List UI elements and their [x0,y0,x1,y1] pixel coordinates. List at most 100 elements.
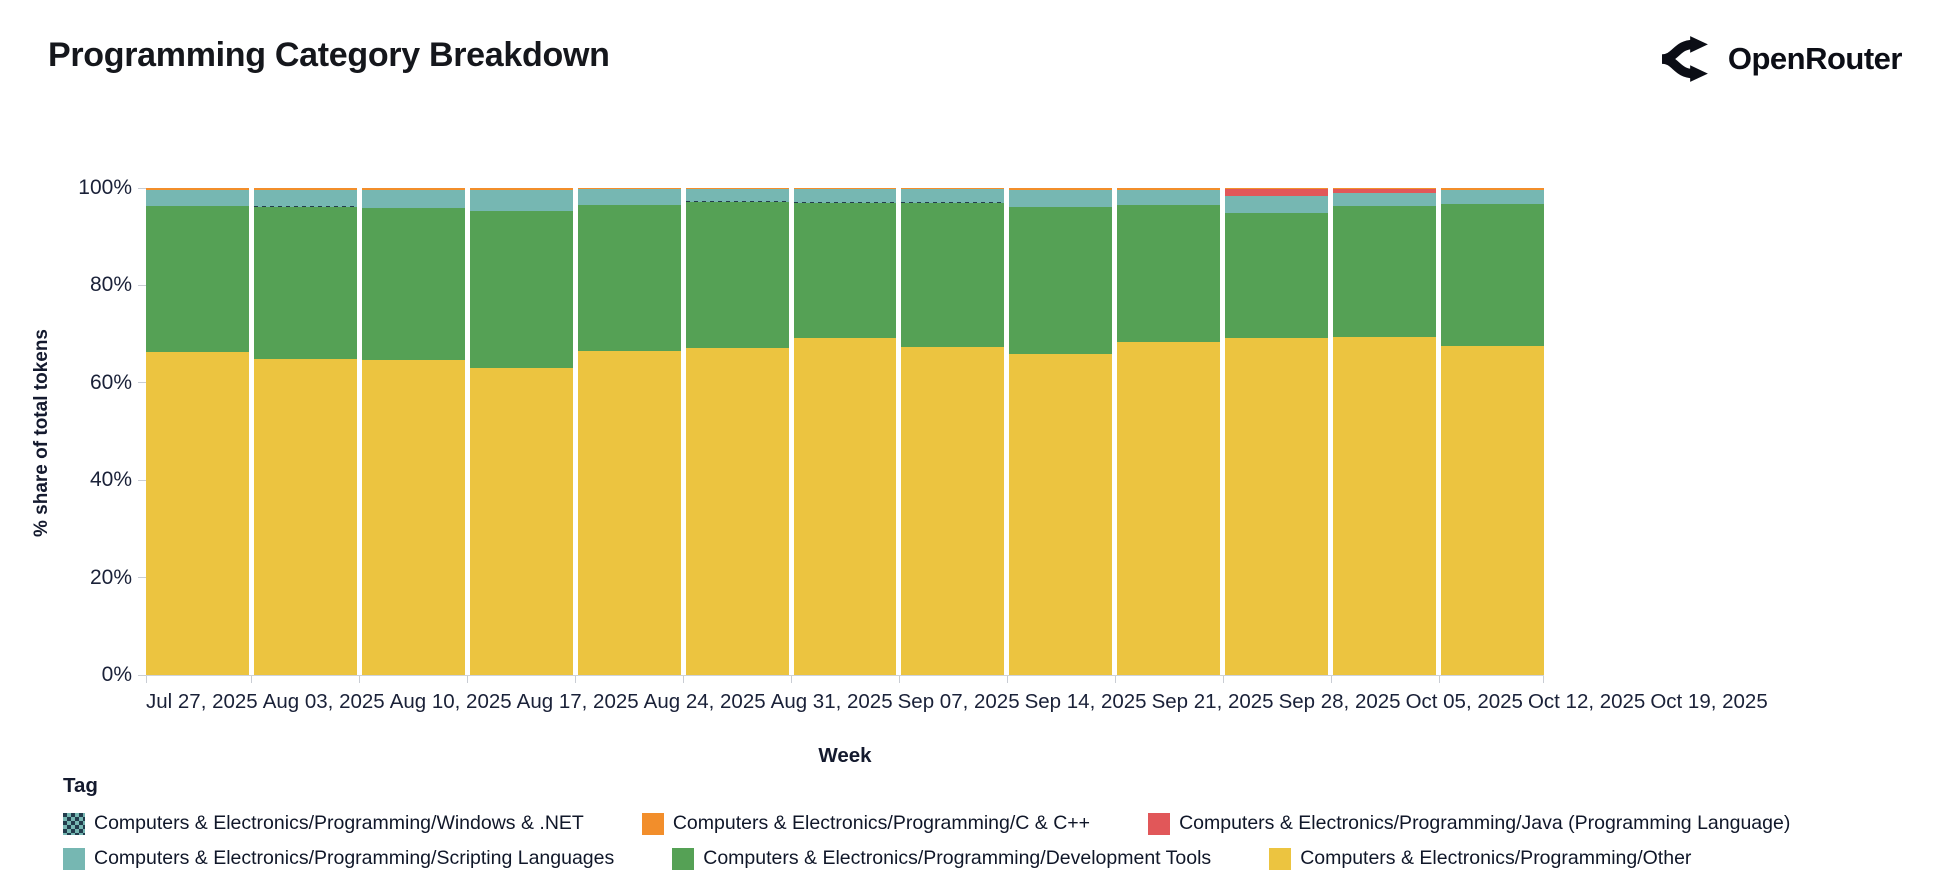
x-tick-label: Oct 12, 2025 [1527,690,1646,713]
bar-segment-development-tools[interactable] [1009,207,1113,354]
bar-Jul 27, 2025[interactable] [146,188,249,675]
legend-swatch-java [1148,812,1171,835]
bar-Sep 14, 2025[interactable] [901,188,1005,675]
bar-segment-other[interactable] [901,346,1005,675]
bar-Aug 24, 2025[interactable] [577,188,681,675]
bar-segment-scripting-languages[interactable] [685,189,789,202]
x-axis: Jul 27, 2025 Aug 03, 2025 Aug 10, 2025 Aug … [146,690,1768,714]
bar-Oct 05, 2025[interactable] [1225,188,1329,675]
bar-Sep 28, 2025[interactable] [1117,188,1221,675]
bar-Aug 31, 2025[interactable] [685,188,789,675]
y-tick-mark [138,674,146,676]
bar-segment-other[interactable] [146,351,249,675]
bar-segment-scripting-languages[interactable] [469,189,573,211]
x-tick-label: Sep 28, 2025 [1278,690,1401,713]
x-tick-mark [683,676,685,683]
y-tick-mark [138,577,146,579]
bar-segment-scripting-languages[interactable] [253,189,357,207]
bar-segment-other[interactable] [577,350,681,675]
x-tick-mark [1006,676,1008,683]
y-tick-label: 40% [89,468,132,492]
y-tick: 20% [90,566,146,590]
x-tick-mark [575,676,577,683]
bar-segment-other[interactable] [1441,346,1544,675]
bar-segment-scripting-languages[interactable] [146,189,249,206]
legend-title: Tag [63,774,98,797]
bar-segment-other[interactable] [1117,341,1221,675]
x-tick-label: Aug 03, 2025 [262,690,385,713]
bar-segment-c-cpp[interactable] [1009,188,1113,190]
bar-segment-c-cpp[interactable] [253,188,357,190]
bar-segment-other[interactable] [1009,353,1113,675]
bar-Oct 12, 2025[interactable] [1333,188,1437,675]
bar-Aug 03, 2025[interactable] [253,188,357,675]
bar-segment-development-tools[interactable] [793,202,897,339]
x-tick-label: Aug 17, 2025 [516,690,639,713]
bar-segment-c-cpp[interactable] [1333,188,1437,190]
legend-label: Computers & Electronics/Programming/Java… [1179,812,1791,834]
bar-segment-c-cpp[interactable] [1117,188,1221,190]
legend-label: Computers & Electronics/Programming/Othe… [1300,847,1692,869]
bar-Aug 10, 2025[interactable] [361,188,465,675]
bar-segment-scripting-languages[interactable] [901,189,1005,203]
bar-segment-scripting-languages[interactable] [1441,189,1544,204]
bar-segment-c-cpp[interactable] [469,188,573,190]
bar-segment-other[interactable] [253,358,357,675]
bar-segment-scripting-languages[interactable] [1009,189,1113,208]
x-tick-mark [467,676,469,683]
bar-segment-development-tools[interactable] [469,211,573,368]
bar-segment-other[interactable] [1333,337,1437,675]
y-tick: 0% [102,663,146,687]
bar-segment-c-cpp[interactable] [685,188,789,190]
bar-segment-other[interactable] [361,360,465,675]
legend-item-scripting-languages: Computers & Electronics/Programming/Scri… [63,847,614,870]
legend-swatch-development-tools [672,847,695,870]
bar-segment-scripting-languages[interactable] [577,189,681,205]
legend: Tag Computers & Electronics/Programming/… [63,774,1790,882]
bar-segment-c-cpp[interactable] [361,188,465,190]
bar-segment-development-tools[interactable] [1117,204,1221,342]
legend-item-other: Computers & Electronics/Programming/Othe… [1269,847,1691,870]
bar-segment-java[interactable] [1225,189,1329,196]
bar-segment-development-tools[interactable] [1441,203,1544,347]
bar-segment-c-cpp[interactable] [901,188,1005,190]
openrouter-logo: OpenRouter [1658,34,1903,84]
bar-segment-c-cpp[interactable] [1441,188,1544,190]
bar-segment-scripting-languages[interactable] [361,189,465,208]
bar-segment-development-tools[interactable] [361,208,465,361]
bar-segment-c-cpp[interactable] [146,188,249,190]
x-tick-label: Aug 24, 2025 [643,690,766,713]
bar-segment-scripting-languages[interactable] [1117,189,1221,205]
bar-segment-development-tools[interactable] [901,202,1005,347]
bar-segment-other[interactable] [1225,338,1329,675]
bar-Oct 19, 2025[interactable] [1441,188,1544,675]
bar-segment-c-cpp[interactable] [577,188,681,190]
bar-segment-development-tools[interactable] [1333,205,1437,338]
x-tick-label: Oct 19, 2025 [1650,690,1768,713]
bar-segment-scripting-languages[interactable] [793,189,897,203]
bar-segment-scripting-languages[interactable] [1333,193,1437,206]
bar-segment-other[interactable] [469,367,573,675]
bar-Sep 07, 2025[interactable] [793,188,897,675]
legend-swatch-other [1269,847,1292,870]
bar-Aug 17, 2025[interactable] [469,188,573,675]
bar-segment-other[interactable] [685,347,789,675]
legend-item-development-tools: Computers & Electronics/Programming/Deve… [672,847,1211,870]
legend-label: Computers & Electronics/Programming/Wind… [94,812,584,834]
y-tick-label: 0% [101,663,132,686]
bar-segment-other[interactable] [793,338,897,675]
x-tick-mark [1543,676,1544,683]
x-tick-label: Sep 14, 2025 [1024,690,1147,713]
y-tick-label: 60% [89,370,132,394]
bar-segment-development-tools[interactable] [577,204,681,351]
bar-Sep 21, 2025[interactable] [1009,188,1113,675]
bar-segment-java[interactable] [1333,189,1437,194]
bar-segment-scripting-languages[interactable] [1225,195,1329,213]
bar-segment-c-cpp[interactable] [793,188,897,190]
bar-segment-development-tools[interactable] [1225,213,1329,339]
bar-segment-development-tools[interactable] [146,205,249,352]
bar-segment-development-tools[interactable] [685,201,789,348]
x-tick-label: Sep 21, 2025 [1151,690,1274,713]
bar-segment-c-cpp[interactable] [1225,188,1329,190]
bar-segment-development-tools[interactable] [253,206,357,359]
